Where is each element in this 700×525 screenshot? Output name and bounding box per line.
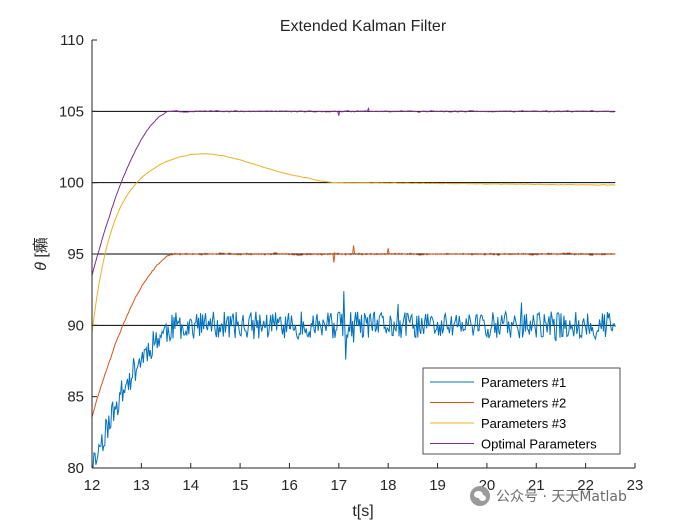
x-tick-label: 18 [380,477,397,494]
y-tick-label: 105 [59,103,84,120]
y-tick-label: 95 [67,246,84,263]
legend-label: Parameters #1 [481,375,566,390]
y-axis-symbol: θ [33,262,50,271]
x-tick-label: 12 [84,477,101,494]
y-axis-unit: [癩 [32,237,50,262]
watermark: 公众号 · 天天Matlab [470,486,627,506]
x-tick-label: 21 [528,477,545,494]
x-tick-label: 22 [577,477,594,494]
chart-title: Extended Kalman Filter [280,18,447,35]
x-tick-label: 15 [232,477,249,494]
y-axis-title: θ [癩 [32,237,50,271]
legend: Parameters #1 Parameters #2 Parameters #3 O… [422,367,621,455]
x-tick-label: 16 [281,477,298,494]
y-ticks: 80 85 90 95 100 105 110 [59,32,97,477]
wechat-icon [470,486,490,506]
y-tick-label: 110 [60,32,84,49]
y-tick-label: 100 [59,175,84,192]
legend-label: Optimal Parameters [481,437,597,452]
series-line-parameters-1 [92,291,616,469]
series-line-parameters-3 [91,153,616,333]
x-tick-label: 19 [429,477,446,494]
legend-label: Parameters #2 [481,396,566,411]
series-line-parameters-2 [91,245,616,418]
x-tick-label: 14 [182,477,199,494]
y-tick-label: 80 [67,460,84,477]
x-tick-label: 23 [627,477,644,494]
x-tick-label: 17 [330,477,347,494]
watermark-text: 公众号 · 天天Matlab [496,489,627,505]
y-tick-label: 90 [67,317,84,334]
legend-label: Parameters #3 [481,416,566,431]
x-ticks: 12 13 14 15 16 17 18 19 20 21 22 23 [84,463,644,494]
series-lines [91,106,616,469]
x-tick-label: 13 [133,477,150,494]
x-axis-title: t[s] [352,503,373,520]
series-line-optimal-parameters [91,106,616,276]
y-tick-label: 85 [67,389,84,406]
